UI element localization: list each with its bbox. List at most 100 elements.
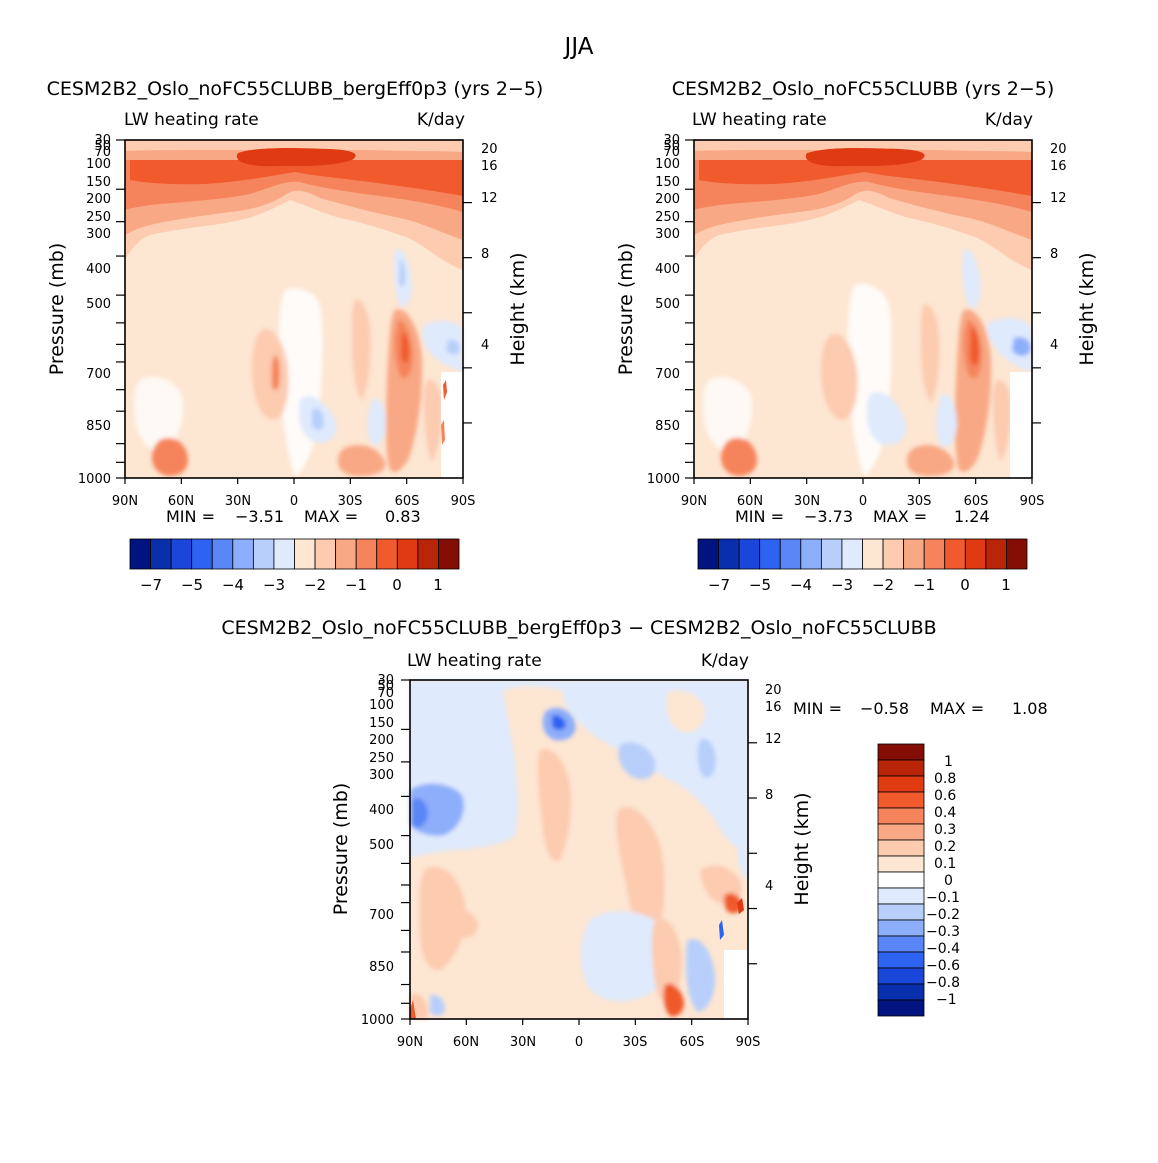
y-axis-label-right: Height (km) xyxy=(507,252,529,365)
y-tick-label: 300 xyxy=(369,768,394,783)
y-tick-label: 250 xyxy=(369,751,394,766)
y-tick-label: 150 xyxy=(86,175,111,190)
max-value: 0.83 xyxy=(385,507,421,526)
colorbar-swatch xyxy=(877,887,925,905)
colorbar-swatch xyxy=(923,538,946,570)
colorbar-swatch xyxy=(779,538,802,570)
colorbar-swatch xyxy=(697,538,719,570)
colorbar-swatch xyxy=(376,538,398,570)
x-tick-label: 0 xyxy=(290,494,298,509)
colorbar-swatch xyxy=(877,775,925,793)
panel-title: CESM2B2_Oslo_noFC55CLUBB_bergEff0p3 (yrs… xyxy=(47,78,544,100)
height-tick-label: 4 xyxy=(1050,338,1058,353)
max-label: MAX = xyxy=(873,507,927,526)
min-value: −3.51 xyxy=(235,507,284,526)
colorbar-label: −5 xyxy=(181,576,203,594)
height-tick-labels: 20 16 12 8 4 xyxy=(765,683,782,894)
y-tick-label: 100 xyxy=(369,698,394,713)
y-tick-label: 50 xyxy=(94,139,111,154)
variable-label: LW heating rate xyxy=(407,651,542,671)
colorbar-swatch xyxy=(877,903,925,921)
x-tick-label: 60N xyxy=(737,494,763,509)
colorbar-label: 0.4 xyxy=(934,805,956,821)
axis-ticks xyxy=(116,139,1041,1025)
y-tick-label: 850 xyxy=(655,419,680,434)
height-tick-label: 8 xyxy=(1050,247,1058,262)
colorbar-swatch xyxy=(877,999,925,1017)
y-tick-label: 50 xyxy=(663,139,680,154)
figure-title: JJA xyxy=(563,34,594,60)
colorbar-swatch xyxy=(877,791,925,809)
colorbar-swatch xyxy=(877,807,925,825)
colorbar-label: −7 xyxy=(708,576,730,594)
y-tick-label: 1000 xyxy=(78,472,111,487)
colorbar-swatch xyxy=(985,538,1007,570)
height-tick-label: 20 xyxy=(1050,142,1067,157)
y-tick-label: 150 xyxy=(655,175,680,190)
y-tick-label: 400 xyxy=(86,262,111,277)
colorbar-label: −0.2 xyxy=(926,907,960,923)
y-tick-label: 700 xyxy=(86,367,111,382)
colorbar-label: 0.3 xyxy=(934,822,956,838)
x-tick-label: 90N xyxy=(397,1035,423,1050)
x-tick-label: 60S xyxy=(680,1035,705,1050)
colorbar-swatches xyxy=(877,743,925,1017)
height-tick-labels: 20 16 12 8 4 xyxy=(1050,142,1067,353)
contour-field xyxy=(410,680,748,1019)
x-tick-label: 60N xyxy=(168,494,194,509)
colorbar-swatch xyxy=(396,538,419,570)
colorbar-label: 0 xyxy=(392,576,402,594)
colorbar-label: −0.8 xyxy=(926,975,960,991)
colorbar-label: 0.6 xyxy=(934,788,956,804)
panel-top-left: CESM2B2_Oslo_noFC55CLUBB_bergEff0p3 (yrs… xyxy=(46,78,543,594)
height-tick-label: 4 xyxy=(765,879,773,894)
colorbar-swatch xyxy=(314,538,337,570)
colorbar-label: −5 xyxy=(749,576,771,594)
x-tick-labels: 90N 60N 30N 0 30S 60S 90S xyxy=(397,1035,761,1050)
height-tick-label: 16 xyxy=(481,159,498,174)
x-tick-label: 90S xyxy=(736,1035,761,1050)
min-max-readout: MIN = −3.73 MAX = 1.24 xyxy=(735,507,990,526)
colorbar-label: −7 xyxy=(140,576,162,594)
colorbar-swatch xyxy=(438,538,460,570)
colorbar-swatch xyxy=(335,538,357,570)
colorbar-swatch xyxy=(294,538,316,570)
variable-label: LW heating rate xyxy=(692,110,827,130)
y-axis-label-right: Height (km) xyxy=(791,792,813,905)
y-tick-label: 300 xyxy=(86,227,111,242)
y-tick-label: 30 xyxy=(377,673,394,688)
height-tick-labels: 20 16 12 8 4 xyxy=(481,142,498,353)
x-tick-label: 30S xyxy=(623,1035,648,1050)
x-tick-label: 90N xyxy=(681,494,707,509)
variable-label: LW heating rate xyxy=(124,110,259,130)
colorbar-swatch xyxy=(877,919,925,937)
y-axis-label: Pressure (mb) xyxy=(46,243,68,376)
max-label: MAX = xyxy=(304,507,358,526)
y-tick-label: 30 xyxy=(663,133,680,148)
colorbar-swatch xyxy=(877,743,925,761)
y-tick-label: 400 xyxy=(369,803,394,818)
colorbar-label: −0.4 xyxy=(926,941,960,957)
y-tick-label: 200 xyxy=(655,192,680,207)
colorbar-label: 1 xyxy=(944,754,953,770)
colorbar-label: 0 xyxy=(960,576,970,594)
y-axis-label: Pressure (mb) xyxy=(615,243,637,376)
height-tick-label: 20 xyxy=(481,142,498,157)
x-tick-label: 90N xyxy=(112,494,138,509)
colorbar-swatch xyxy=(903,538,925,570)
colorbar-swatch xyxy=(877,967,925,985)
min-max-readout: MIN = −0.58 MAX = 1.08 xyxy=(793,699,1048,718)
y-tick-label: 850 xyxy=(369,960,394,975)
y-tick-label: 850 xyxy=(86,419,111,434)
colorbar-label: 1 xyxy=(1001,576,1011,594)
colorbar-swatch xyxy=(877,871,925,889)
x-tick-label: 30S xyxy=(338,494,363,509)
min-label: MIN = xyxy=(793,699,842,718)
units-label: K/day xyxy=(985,110,1033,130)
min-max-readout: MIN = −3.51 MAX = 0.83 xyxy=(166,507,421,526)
y-axis-label: Pressure (mb) xyxy=(330,783,352,916)
colorbar-label: 0.8 xyxy=(934,771,956,787)
colorbar-label: 0.1 xyxy=(934,856,956,872)
colorbar-swatch xyxy=(738,538,761,570)
x-tick-label: 60S xyxy=(395,494,420,509)
